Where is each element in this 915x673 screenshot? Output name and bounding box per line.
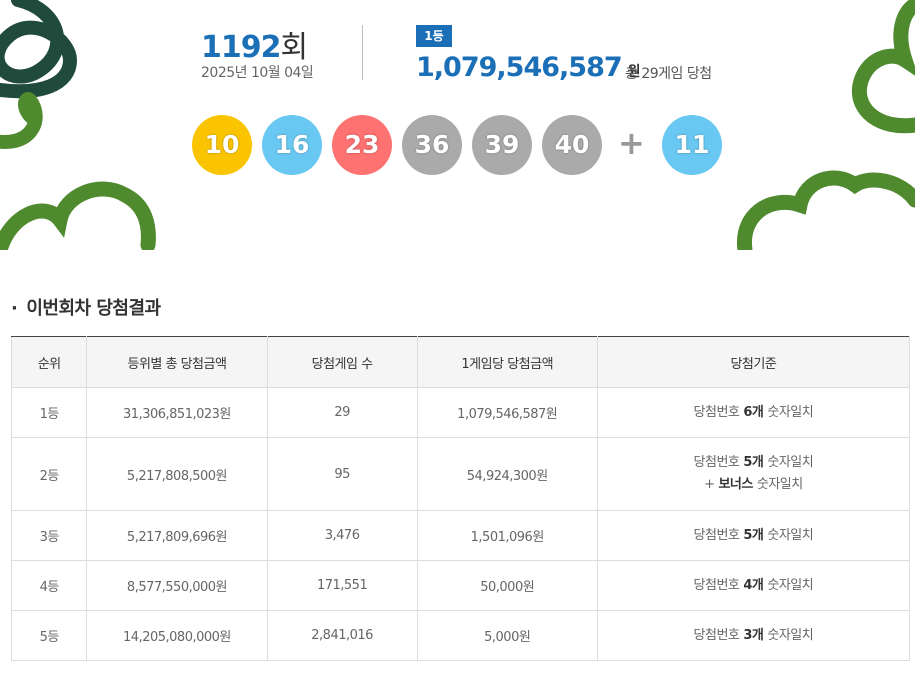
- criteria-text: 5개: [743, 527, 764, 543]
- criteria-text: 숫자일치: [767, 404, 814, 420]
- criteria-line: + 보너스 숫자일치: [598, 474, 909, 496]
- ball: 40: [542, 115, 602, 175]
- cell-criteria: 당첨번호 3개 숫자일치: [596, 610, 911, 661]
- cell-per-game: 1,501,096원: [416, 510, 598, 561]
- criteria-text: 숫자일치: [767, 577, 814, 593]
- section-title: 이번회차 당첨결과: [11, 294, 161, 320]
- column-header: 1게임당 당첨금액: [416, 336, 598, 388]
- criteria-line: 당첨번호 5개 숫자일치: [598, 452, 909, 474]
- plus-sign: +: [618, 124, 645, 162]
- bonus-ball: 11: [662, 115, 722, 175]
- cell-rank: 3등: [10, 510, 88, 561]
- cell-per-game: 5,000원: [416, 610, 598, 661]
- ball: 10: [192, 115, 252, 175]
- criteria-text: 5개: [743, 455, 764, 470]
- column-header: 등위별 총 당첨금액: [86, 336, 268, 388]
- criteria-line: 당첨번호 3개 숫자일치: [598, 625, 909, 647]
- cloud: [0, 181, 156, 250]
- criteria-text: 당첨번호: [693, 627, 740, 643]
- decoration: [0, 0, 915, 250]
- cell-count: 95: [266, 437, 418, 511]
- criteria-text: 당첨번호: [693, 404, 740, 420]
- criteria-text: 보너스: [718, 477, 753, 492]
- result-table: 순위 등위별 총 당첨금액 당첨게임 수 1게임당 당첨금액 당첨기준 1등 31,306,…: [10, 336, 911, 661]
- criteria-text: 3개: [743, 627, 764, 643]
- round-suffix: 회: [280, 30, 309, 65]
- cell-total: 8,577,550,000원: [86, 560, 268, 611]
- result-row: 5등 14,205,080,000원 2,841,016 5,000원 당첨번호 3개 숫자…: [10, 610, 911, 661]
- cell-total: 14,205,080,000원: [86, 610, 268, 661]
- cell-rank: 4등: [10, 560, 88, 611]
- result-row: 3등 5,217,809,696원 3,476 1,501,096원 당첨번호 5개 숫자일…: [10, 510, 911, 561]
- divider: [362, 25, 363, 80]
- cell-criteria: 당첨번호 4개 숫자일치: [596, 560, 911, 611]
- cell-rank: 1등: [10, 387, 88, 438]
- ball: 23: [332, 115, 392, 175]
- result-row: 4등 8,577,550,000원 171,551 50,000원 당첨번호 4개 숫자일치: [10, 560, 911, 611]
- cell-per-game: 50,000원: [416, 560, 598, 611]
- criteria-text: 숫자일치: [756, 477, 803, 492]
- cloud: [851, 0, 915, 134]
- ball: 39: [472, 115, 532, 175]
- cell-count: 3,476: [266, 510, 418, 561]
- cell-rank: 2등: [10, 437, 88, 511]
- criteria-text: 숫자일치: [767, 527, 814, 543]
- prize-amount: 1,079,546,587: [416, 52, 623, 83]
- cell-count: 2,841,016: [266, 610, 418, 661]
- criteria-line: 당첨번호 4개 숫자일치: [598, 575, 909, 597]
- draw-date: 2025년 10월 04일: [201, 65, 314, 81]
- criteria-text: 당첨번호: [693, 455, 740, 470]
- cell-total: 5,217,809,696원: [86, 510, 268, 561]
- cell-criteria: 당첨번호 5개 숫자일치: [596, 510, 911, 561]
- criteria-text: 당첨번호: [693, 577, 740, 593]
- round-number: 1192: [201, 30, 281, 65]
- cell-criteria: 당첨번호 6개 숫자일치: [596, 387, 911, 438]
- criteria-text: +: [704, 477, 715, 492]
- cell-rank: 5등: [10, 610, 88, 661]
- cell-per-game: 1,079,546,587원: [416, 387, 598, 438]
- winner-count: 총 29게임 당첨: [625, 66, 712, 82]
- loop: [0, 0, 78, 99]
- result-row: 1등 31,306,851,023원 29 1,079,546,587원 당첨번호 6개 숫…: [10, 387, 911, 438]
- header-row: 순위 등위별 총 당첨금액 당첨게임 수 1게임당 당첨금액 당첨기준: [10, 336, 911, 388]
- column-header: 순위: [10, 336, 88, 388]
- criteria-text: 당첨번호: [693, 527, 740, 543]
- criteria-text: 6개: [743, 404, 764, 420]
- criteria-text: 숫자일치: [767, 627, 814, 643]
- cloud: [736, 170, 915, 250]
- round: 1192회: [201, 22, 309, 66]
- cell-count: 29: [266, 387, 418, 438]
- column-header: 당첨게임 수: [266, 336, 418, 388]
- cell-per-game: 54,924,300원: [416, 437, 598, 511]
- curve: [0, 92, 43, 149]
- prize-unit: 원: [627, 64, 641, 80]
- cell-total: 31,306,851,023원: [86, 387, 268, 438]
- cell-total: 5,217,808,500원: [86, 437, 268, 511]
- criteria-text: 숫자일치: [767, 455, 814, 470]
- cell-count: 171,551: [266, 560, 418, 611]
- cell-criteria: 당첨번호 5개 숫자일치 + 보너스 숫자일치: [596, 437, 911, 511]
- first-prize: 1,079,546,587 원: [416, 52, 641, 83]
- rank-badge: 1등: [416, 25, 452, 47]
- column-header: 당첨기준: [596, 336, 911, 388]
- ball: 16: [262, 115, 322, 175]
- criteria-line: 당첨번호 6개 숫자일치: [598, 402, 909, 424]
- criteria-text: 4개: [743, 577, 764, 593]
- ball: 36: [402, 115, 462, 175]
- result-row: 2등 5,217,808,500원 95 54,924,300원 당첨번호 5개 숫자일치 +…: [10, 437, 911, 511]
- criteria-line: 당첨번호 5개 숫자일치: [598, 525, 909, 547]
